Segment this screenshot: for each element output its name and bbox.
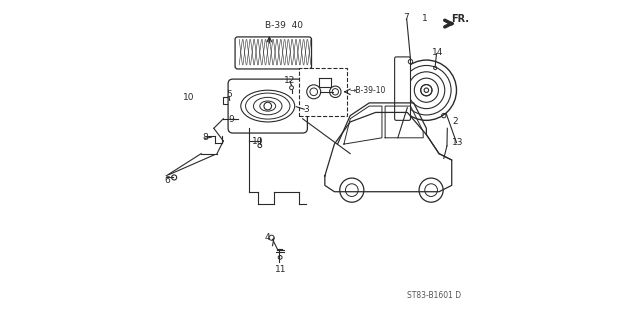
Text: FR.: FR. — [451, 14, 469, 24]
Text: 14: 14 — [431, 48, 443, 57]
Text: 4: 4 — [265, 233, 271, 242]
Text: 2: 2 — [452, 117, 458, 126]
Text: 13: 13 — [452, 138, 464, 147]
Text: 7: 7 — [403, 13, 408, 22]
Text: B-39  40: B-39 40 — [264, 21, 303, 30]
Text: 11: 11 — [275, 265, 287, 274]
Text: 5: 5 — [226, 91, 232, 100]
Text: 10: 10 — [252, 137, 263, 146]
Bar — [224, 97, 240, 105]
Bar — [299, 68, 347, 116]
Text: →B-39-10: →B-39-10 — [350, 86, 386, 95]
Text: 1: 1 — [422, 14, 427, 23]
Text: 9: 9 — [228, 115, 234, 124]
FancyBboxPatch shape — [228, 79, 308, 133]
Text: ST83-B1601 D: ST83-B1601 D — [407, 291, 461, 300]
Text: 3: 3 — [303, 105, 309, 114]
Text: 12: 12 — [283, 76, 295, 85]
Text: 8: 8 — [202, 133, 208, 142]
Text: 6: 6 — [164, 176, 169, 185]
Text: 10: 10 — [183, 93, 195, 102]
FancyBboxPatch shape — [395, 57, 410, 120]
